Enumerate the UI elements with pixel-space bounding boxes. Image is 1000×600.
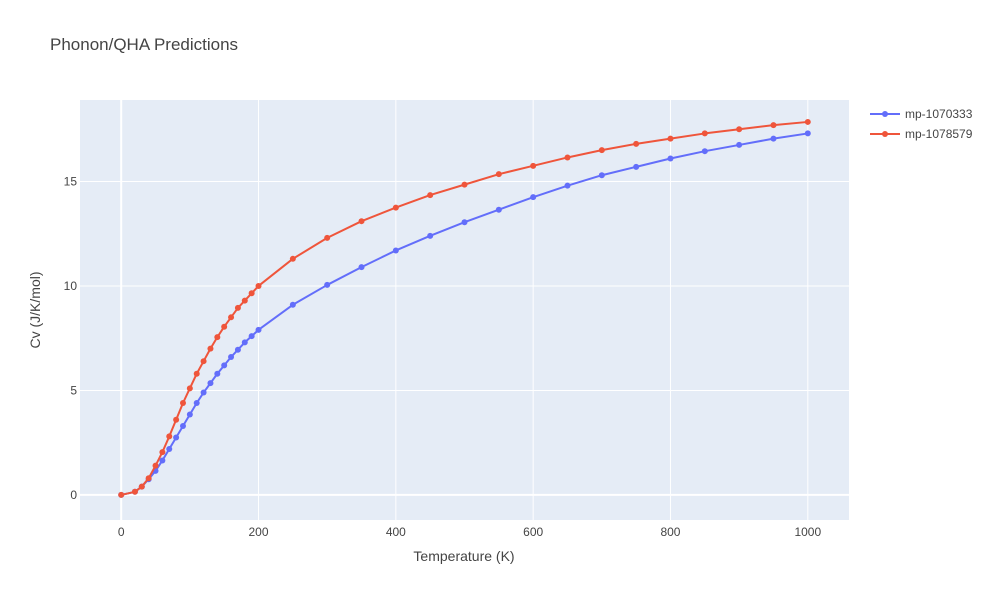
data-point xyxy=(633,163,640,170)
y-tick-label: 5 xyxy=(70,383,77,397)
data-point xyxy=(255,282,262,289)
data-point xyxy=(667,155,674,162)
data-point xyxy=(138,483,145,490)
data-point xyxy=(186,411,193,418)
x-tick-label: 1000 xyxy=(794,525,821,539)
data-point xyxy=(289,301,296,308)
data-point xyxy=(701,148,708,155)
y-tick-label: 15 xyxy=(64,174,78,188)
series-layer xyxy=(118,118,811,498)
data-point xyxy=(179,422,186,429)
series-mp-1070333 xyxy=(118,130,811,498)
legend-label: mp-1070333 xyxy=(905,107,973,121)
data-point xyxy=(193,370,200,377)
data-point xyxy=(166,433,173,440)
data-point xyxy=(495,171,502,178)
data-point xyxy=(214,370,221,377)
data-point xyxy=(598,147,605,154)
data-point xyxy=(228,354,235,361)
legend-swatch-marker xyxy=(882,111,888,117)
data-point xyxy=(358,264,365,271)
chart-title: Phonon/QHA Predictions xyxy=(50,35,238,54)
legend-item[interactable]: mp-1078579 xyxy=(870,127,973,141)
y-axis-title: Cv (J/K/mol) xyxy=(27,272,43,349)
data-point xyxy=(495,206,502,213)
y-tick-label: 10 xyxy=(64,279,78,293)
data-point xyxy=(241,339,248,346)
data-point xyxy=(804,130,811,137)
x-axis-title: Temperature (K) xyxy=(413,548,514,564)
data-point xyxy=(564,154,571,161)
data-point xyxy=(255,326,262,333)
grid-layer xyxy=(80,100,849,520)
data-point xyxy=(179,399,186,406)
legend-item[interactable]: mp-1070333 xyxy=(870,107,973,121)
data-point xyxy=(159,457,166,464)
data-point xyxy=(770,122,777,129)
data-point xyxy=(118,491,125,498)
x-tick-label: 800 xyxy=(660,525,680,539)
data-point xyxy=(234,346,241,353)
data-point xyxy=(530,194,537,201)
data-point xyxy=(234,304,241,311)
data-point xyxy=(701,130,708,137)
data-point xyxy=(248,290,255,297)
x-tick-label: 0 xyxy=(118,525,125,539)
data-point xyxy=(427,232,434,239)
data-point xyxy=(633,140,640,147)
data-point xyxy=(193,399,200,406)
data-point xyxy=(173,434,180,441)
x-tick-label: 200 xyxy=(249,525,269,539)
data-point xyxy=(221,362,228,369)
data-point xyxy=(461,181,468,188)
data-point xyxy=(392,204,399,211)
data-point xyxy=(145,475,152,482)
legend[interactable]: mp-1070333 mp-1078579 xyxy=(870,107,973,141)
series-mp-1078579 xyxy=(118,118,811,498)
plot-area xyxy=(80,100,849,520)
data-point xyxy=(770,135,777,142)
x-tick-label: 600 xyxy=(523,525,543,539)
x-tick-label: 400 xyxy=(386,525,406,539)
data-point xyxy=(461,219,468,226)
data-point xyxy=(392,247,399,254)
data-point xyxy=(207,380,214,387)
data-point xyxy=(200,358,207,365)
data-point xyxy=(214,334,221,341)
legend-swatch-marker xyxy=(882,131,888,137)
data-point xyxy=(736,141,743,148)
data-point xyxy=(289,255,296,262)
y-tick-label: 0 xyxy=(70,488,77,502)
data-point xyxy=(530,162,537,169)
data-point xyxy=(564,182,571,189)
data-point xyxy=(667,135,674,142)
data-point xyxy=(804,118,811,125)
data-point xyxy=(166,445,173,452)
data-point xyxy=(173,416,180,423)
data-point xyxy=(159,449,166,456)
ticks-layer: 0 200 400 600 800 1000 0 5 10 15 xyxy=(64,174,822,539)
data-point xyxy=(228,314,235,321)
data-point xyxy=(248,333,255,340)
data-point xyxy=(427,192,434,199)
data-point xyxy=(186,385,193,392)
data-point xyxy=(324,281,331,288)
data-point xyxy=(598,172,605,179)
data-point xyxy=(207,345,214,352)
data-point xyxy=(200,389,207,396)
data-point xyxy=(736,126,743,133)
data-point xyxy=(152,462,159,469)
data-point xyxy=(131,488,138,495)
data-point xyxy=(358,218,365,225)
data-point xyxy=(241,297,248,304)
data-point xyxy=(221,323,228,330)
data-point xyxy=(324,234,331,241)
legend-label: mp-1078579 xyxy=(905,127,973,141)
